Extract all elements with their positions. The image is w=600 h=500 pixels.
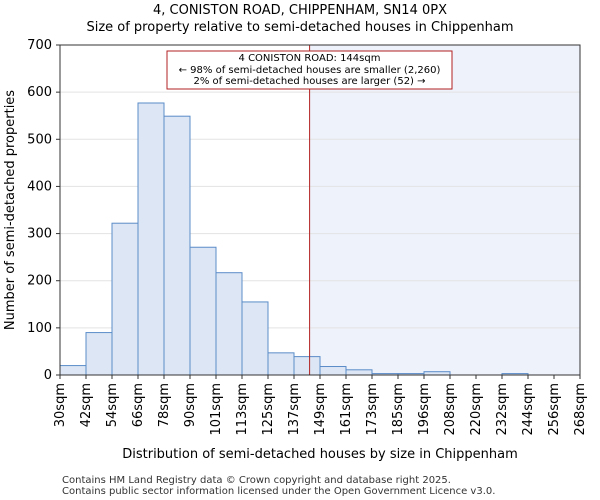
annotation-line-2: ← 98% of semi-detached houses are smalle… bbox=[179, 65, 441, 76]
larger-properties-region bbox=[309, 45, 580, 375]
x-tick-label: 208sqm bbox=[443, 383, 458, 436]
chart-title: 4, CONISTON ROAD, CHIPPENHAM, SN14 0PX bbox=[152, 3, 447, 18]
bar-161sqm bbox=[345, 369, 373, 376]
y-tick-label: 600 bbox=[27, 85, 52, 100]
x-tick-label: 66sqm bbox=[131, 383, 146, 427]
x-tick-label: 173sqm bbox=[365, 383, 380, 436]
x-tick-label: 196sqm bbox=[417, 383, 432, 436]
x-tick-label: 149sqm bbox=[313, 383, 328, 436]
bar-113sqm bbox=[241, 301, 269, 376]
y-tick-label: 200 bbox=[27, 274, 52, 289]
x-tick-label: 161sqm bbox=[339, 383, 354, 436]
bar-137sqm bbox=[293, 356, 321, 376]
x-tick-label: 268sqm bbox=[573, 383, 588, 436]
footer-line-2: Contains public sector information licen… bbox=[62, 486, 496, 497]
x-tick-label: 244sqm bbox=[521, 383, 536, 436]
bar-42sqm bbox=[85, 332, 113, 376]
bars bbox=[59, 102, 529, 376]
x-tick-label: 30sqm bbox=[53, 383, 68, 427]
y-tick-label: 100 bbox=[27, 321, 52, 336]
x-tick-label: 137sqm bbox=[287, 383, 302, 436]
bar-149sqm bbox=[319, 366, 347, 376]
bar-125sqm bbox=[267, 352, 295, 376]
y-tick-label: 400 bbox=[27, 179, 52, 194]
chart-subtitle: Size of property relative to semi-detach… bbox=[86, 20, 514, 35]
y-tick-label: 700 bbox=[27, 38, 52, 53]
bar-30sqm bbox=[59, 365, 87, 376]
x-tick-label: 113sqm bbox=[235, 383, 250, 436]
footer-line-1: Contains HM Land Registry data © Crown c… bbox=[62, 475, 451, 486]
x-tick-label: 125sqm bbox=[261, 383, 276, 436]
x-tick-label: 78sqm bbox=[157, 383, 172, 427]
annotation-box: 4 CONISTON ROAD: 144sqm ← 98% of semi-de… bbox=[166, 50, 453, 90]
bar-54sqm bbox=[111, 222, 139, 376]
bar-66sqm bbox=[137, 102, 165, 376]
annotation-line-3: 2% of semi-detached houses are larger (5… bbox=[193, 76, 425, 87]
x-axis-label: Distribution of semi-detached houses by … bbox=[122, 447, 518, 462]
y-tick-label: 500 bbox=[27, 132, 52, 147]
bar-78sqm bbox=[163, 115, 191, 376]
y-axis-label: Number of semi-detached properties bbox=[3, 90, 18, 330]
bar-90sqm bbox=[189, 246, 217, 376]
annotation-line-1: 4 CONISTON ROAD: 144sqm bbox=[239, 53, 381, 64]
x-tick-label: 90sqm bbox=[183, 383, 198, 427]
x-tick-labels: 30sqm 42sqm 54sqm 66sqm 78sqm 90sqm 101sqm 113s… bbox=[53, 375, 588, 436]
y-tick-labels: 0 100 200 300 400 500 600 700 bbox=[27, 38, 60, 383]
x-tick-label: 232sqm bbox=[495, 383, 510, 436]
y-tick-label: 0 bbox=[44, 368, 52, 383]
x-tick-label: 185sqm bbox=[391, 383, 406, 436]
x-tick-label: 54sqm bbox=[105, 383, 120, 427]
x-tick-label: 101sqm bbox=[209, 383, 224, 436]
annotation-border bbox=[166, 50, 453, 90]
x-tick-label: 220sqm bbox=[469, 383, 484, 436]
x-tick-label: 256sqm bbox=[547, 383, 562, 436]
x-tick-label: 42sqm bbox=[79, 383, 94, 427]
bar-101sqm bbox=[215, 272, 243, 376]
y-tick-label: 300 bbox=[27, 227, 52, 242]
